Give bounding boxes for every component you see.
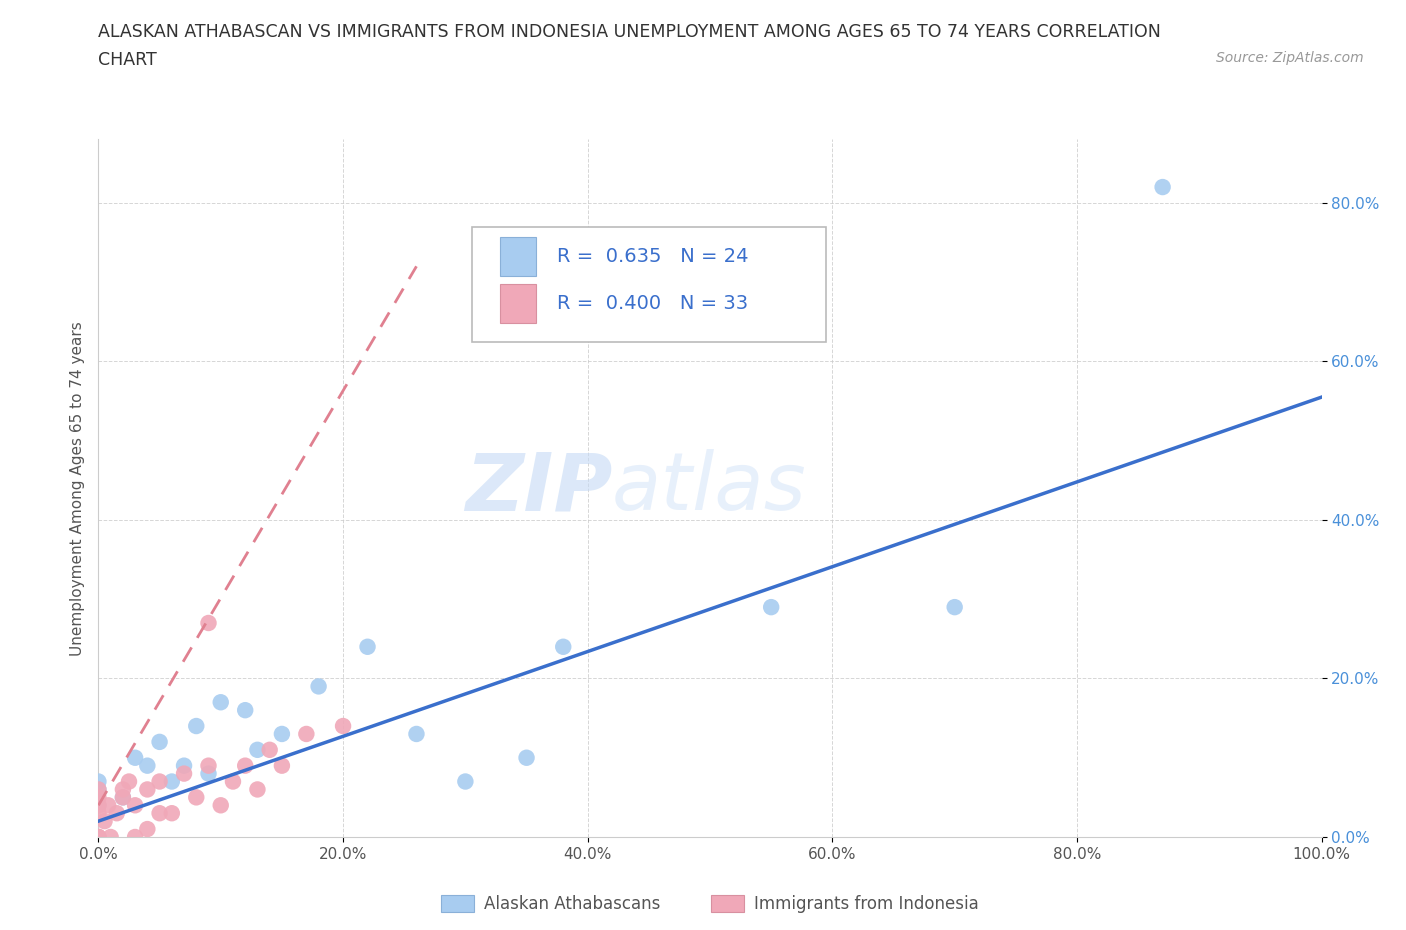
Point xyxy=(124,751,146,765)
Point xyxy=(87,782,110,797)
Point xyxy=(136,758,159,773)
Point xyxy=(197,758,219,773)
Point xyxy=(246,742,269,757)
Text: R =  0.400   N = 33: R = 0.400 N = 33 xyxy=(557,294,748,312)
Point xyxy=(197,616,219,631)
Point xyxy=(186,719,208,734)
Point xyxy=(87,830,110,844)
Point xyxy=(97,798,120,813)
Point xyxy=(87,782,110,797)
Point xyxy=(111,790,134,804)
Text: R =  0.635   N = 24: R = 0.635 N = 24 xyxy=(557,247,748,266)
Bar xyxy=(499,285,536,323)
Point xyxy=(295,726,318,741)
Point xyxy=(233,758,256,773)
Bar xyxy=(499,237,536,276)
Point xyxy=(149,735,172,750)
Point xyxy=(270,726,294,741)
Legend: Alaskan Athabascans, Immigrants from Indonesia: Alaskan Athabascans, Immigrants from Ind… xyxy=(434,888,986,920)
Point xyxy=(943,600,966,615)
Point xyxy=(1152,179,1174,194)
Point xyxy=(105,805,128,820)
Point xyxy=(93,814,115,829)
Point xyxy=(87,805,110,820)
Point xyxy=(761,600,783,615)
Point xyxy=(100,830,122,844)
Point xyxy=(233,703,256,718)
Point xyxy=(186,790,208,804)
Point xyxy=(87,774,110,789)
Point xyxy=(332,719,354,734)
Point xyxy=(209,798,232,813)
Point xyxy=(197,766,219,781)
Point xyxy=(270,758,294,773)
Point xyxy=(87,798,110,813)
Text: atlas: atlas xyxy=(612,449,807,527)
Point xyxy=(405,726,427,741)
Point xyxy=(124,798,146,813)
Point xyxy=(124,830,146,844)
Point xyxy=(222,774,245,789)
Point xyxy=(87,798,110,813)
Point xyxy=(136,821,159,836)
Text: ALASKAN ATHABASCAN VS IMMIGRANTS FROM INDONESIA UNEMPLOYMENT AMONG AGES 65 TO 74: ALASKAN ATHABASCAN VS IMMIGRANTS FROM IN… xyxy=(98,23,1161,41)
Point xyxy=(111,790,134,804)
Point xyxy=(173,766,195,781)
Point xyxy=(160,805,183,820)
Point xyxy=(87,830,110,844)
Point xyxy=(553,639,575,654)
Point xyxy=(118,774,141,789)
Point xyxy=(87,830,110,844)
Point xyxy=(454,774,477,789)
Point xyxy=(173,758,195,773)
Point xyxy=(87,790,110,804)
Point xyxy=(308,679,330,694)
Point xyxy=(149,805,172,820)
Text: ZIP: ZIP xyxy=(465,449,612,527)
Point xyxy=(515,751,537,765)
Point xyxy=(356,639,378,654)
Y-axis label: Unemployment Among Ages 65 to 74 years: Unemployment Among Ages 65 to 74 years xyxy=(69,321,84,656)
Text: CHART: CHART xyxy=(98,51,157,69)
Text: Source: ZipAtlas.com: Source: ZipAtlas.com xyxy=(1216,51,1364,65)
Point xyxy=(149,774,172,789)
FancyBboxPatch shape xyxy=(471,227,827,341)
Point xyxy=(246,782,269,797)
Point xyxy=(209,695,232,710)
Point xyxy=(160,774,183,789)
Point xyxy=(136,782,159,797)
Point xyxy=(111,782,134,797)
Point xyxy=(259,742,281,757)
